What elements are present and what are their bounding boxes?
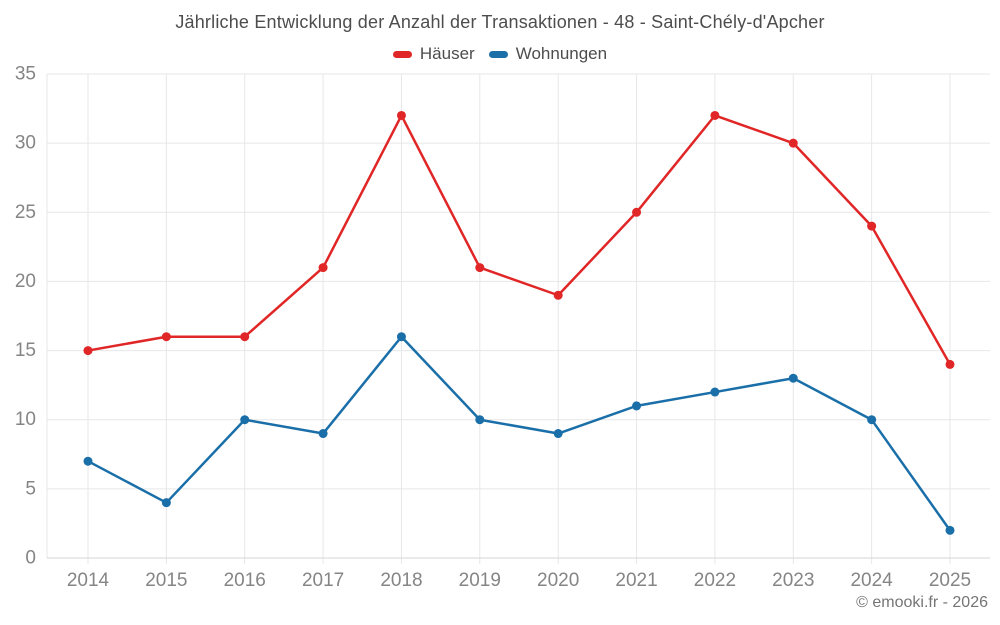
data-point-wohnungen-2021 [632, 401, 642, 411]
data-point-häuser-2023 [788, 138, 798, 148]
series-line-häuser [86, 114, 952, 366]
copyright-credit: © emooki.fr - 2026 [856, 594, 988, 611]
data-point-häuser-2024 [867, 221, 877, 231]
x-tick-label: 2017 [302, 570, 344, 591]
y-tick-label: 5 [25, 478, 36, 499]
x-tick-label: 2023 [772, 570, 814, 591]
data-point-wohnungen-2020 [553, 429, 563, 439]
data-point-häuser-2021 [632, 207, 642, 217]
data-point-häuser-2015 [161, 332, 171, 342]
y-tick-label: 35 [15, 64, 36, 85]
data-point-wohnungen-2024 [867, 415, 877, 425]
x-tick-label: 2021 [615, 570, 657, 591]
data-point-wohnungen-2023 [788, 373, 798, 383]
hauser-series-swatch [392, 50, 412, 58]
y-tick-label: 10 [15, 409, 36, 430]
data-point-wohnungen-2014 [83, 456, 93, 466]
x-tick-label: 2024 [850, 570, 893, 591]
data-point-häuser-2019 [475, 263, 485, 273]
legend-item-hauser[interactable]: Häuser [392, 44, 475, 64]
data-point-häuser-2017 [318, 263, 328, 273]
data-point-häuser-2016 [240, 332, 250, 342]
legend-label-wohnungen: Wohnungen [515, 44, 608, 63]
data-point-wohnungen-2022 [710, 387, 720, 397]
data-point-häuser-2020 [553, 290, 563, 300]
x-tick-label: 2014 [67, 570, 110, 591]
data-point-wohnungen-2015 [161, 498, 171, 508]
y-tick-label: 20 [15, 271, 36, 292]
data-point-wohnungen-2025 [945, 525, 955, 535]
x-tick-label: 2019 [459, 570, 501, 591]
x-tick-label: 2020 [537, 570, 579, 591]
legend-item-wohnungen[interactable]: Wohnungen [488, 44, 608, 64]
data-point-wohnungen-2019 [475, 415, 485, 425]
chart-title: Jährliche Entwicklung der Anzahl der Tra… [175, 12, 825, 32]
x-tick-label: 2025 [929, 570, 971, 591]
y-tick-label: 15 [15, 340, 36, 361]
x-tick-label: 2016 [224, 570, 266, 591]
x-tick-label: 2022 [694, 570, 736, 591]
x-tick-label: 2015 [145, 570, 187, 591]
data-point-häuser-2022 [710, 110, 720, 120]
y-tick-label: 25 [15, 202, 36, 223]
legend-label-hauser: Häuser [419, 44, 475, 63]
data-point-wohnungen-2016 [240, 415, 250, 425]
chart-legend: Häuser Wohnungen [0, 44, 1000, 64]
y-tick-label: 30 [15, 133, 36, 154]
wohnungen-series-swatch [488, 50, 508, 58]
data-point-wohnungen-2018 [396, 332, 406, 342]
series-line-wohnungen [86, 335, 952, 532]
data-point-häuser-2025 [945, 359, 955, 369]
y-tick-label: 0 [25, 548, 36, 569]
x-tick-label: 2018 [380, 570, 422, 591]
data-point-häuser-2014 [83, 346, 93, 356]
data-point-wohnungen-2017 [318, 429, 328, 439]
data-point-häuser-2018 [396, 110, 406, 120]
